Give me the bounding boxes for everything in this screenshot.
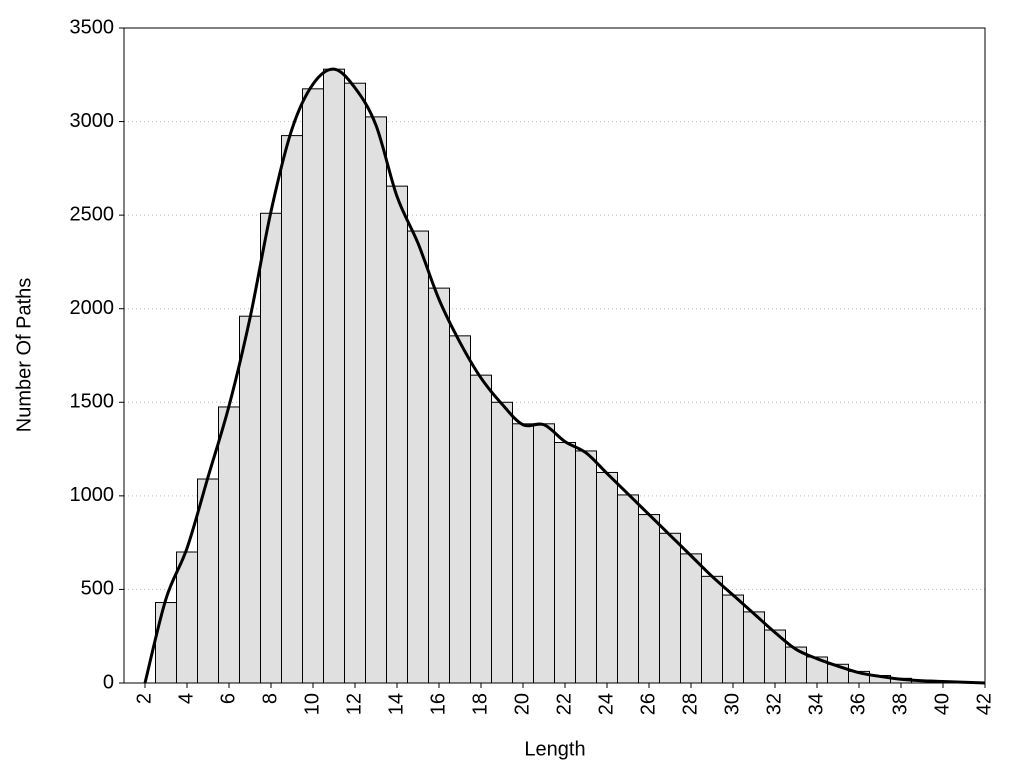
x-tick-label: 18 (469, 693, 491, 715)
bar (701, 575, 723, 684)
y-tick-label: 3000 (70, 110, 115, 132)
bar (617, 494, 639, 684)
y-tick-label: 3500 (70, 16, 115, 38)
bar (449, 335, 471, 684)
x-tick-label: 20 (511, 693, 533, 715)
plot-frame (123, 27, 986, 684)
bar (407, 230, 429, 684)
bar (680, 553, 702, 684)
x-tick-label: 28 (679, 693, 701, 715)
bar (722, 594, 744, 684)
bar (638, 514, 660, 684)
bar (302, 88, 324, 684)
bar (281, 135, 303, 684)
x-tick-label: 40 (931, 693, 953, 715)
bar (533, 423, 555, 684)
x-tick-label: 42 (973, 693, 995, 715)
y-tick-label: 1500 (70, 391, 115, 413)
bar (365, 116, 387, 684)
bar (386, 185, 408, 684)
x-tick-label: 14 (385, 693, 407, 715)
x-tick-label: 34 (805, 693, 827, 715)
bar (176, 551, 198, 684)
x-tick-label: 36 (847, 693, 869, 715)
bar (197, 478, 219, 684)
x-tick-label: 30 (721, 693, 743, 715)
bar (470, 374, 492, 684)
density-curve (143, 67, 986, 685)
x-tick-label: 38 (889, 693, 911, 715)
bar (155, 602, 177, 684)
x-tick-label: 10 (301, 693, 323, 715)
y-axis-title: Number Of Paths (13, 278, 35, 433)
bar (260, 212, 282, 684)
x-axis-title: Length (524, 738, 585, 760)
y-tick-label: 500 (81, 578, 114, 600)
x-tick-label: 6 (217, 693, 239, 704)
bar (428, 287, 450, 684)
x-tick-label: 16 (427, 693, 449, 715)
bar (743, 611, 765, 684)
x-tick-label: 4 (175, 693, 197, 704)
bar (344, 82, 366, 684)
bar (575, 450, 597, 684)
x-tick-label: 24 (595, 693, 617, 715)
bar (512, 423, 534, 684)
bar (218, 406, 240, 684)
bar (323, 68, 345, 684)
x-tick-label: 32 (763, 693, 785, 715)
y-tick-label: 0 (103, 671, 114, 693)
y-tick-label: 1000 (70, 484, 115, 506)
x-tick-label: 12 (343, 693, 365, 715)
bar (554, 442, 576, 684)
bar (491, 401, 513, 684)
bar (659, 532, 681, 684)
y-tick-label: 2500 (70, 203, 115, 225)
bar (596, 471, 618, 684)
x-tick-label: 8 (259, 693, 281, 704)
y-tick-label: 2000 (70, 297, 115, 319)
x-tick-label: 2 (133, 693, 155, 704)
bar (239, 315, 261, 684)
x-tick-label: 22 (553, 693, 575, 715)
x-tick-label: 26 (637, 693, 659, 715)
